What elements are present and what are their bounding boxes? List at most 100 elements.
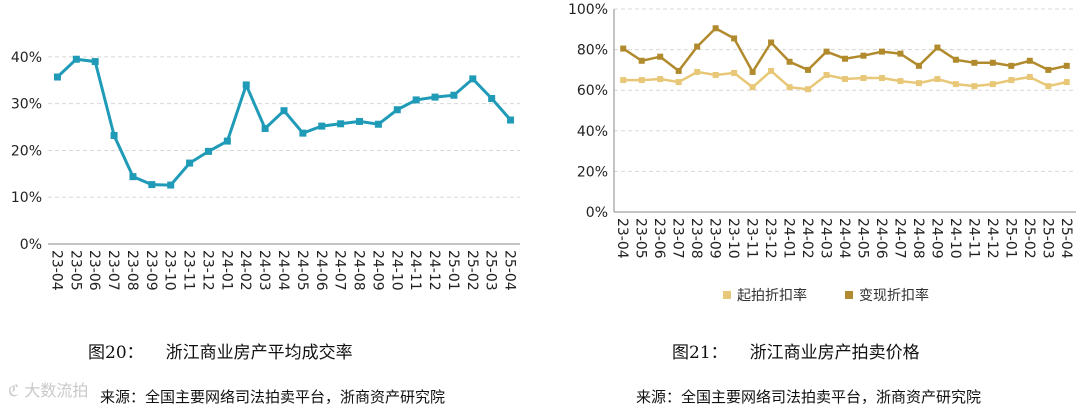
data-point <box>280 107 288 115</box>
x-tick-label: 25-01 <box>445 250 461 291</box>
x-tick-label: 23-12 <box>199 250 215 291</box>
data-point <box>72 55 80 63</box>
data-point <box>620 77 627 84</box>
figure-number: 图21： <box>672 343 728 363</box>
figure-title: 浙江商业房产平均成交率 <box>165 343 353 363</box>
x-tick-label: 24-10 <box>388 250 404 291</box>
x-tick-label: 23-05 <box>67 250 83 291</box>
data-point <box>638 57 645 64</box>
y-tick-label: 30% <box>11 97 42 113</box>
x-tick-label: 24-08 <box>910 218 926 259</box>
y-tick-label: 60% <box>577 83 608 99</box>
x-tick-label: 24-06 <box>313 250 329 291</box>
x-tick-label: 24-04 <box>275 250 291 291</box>
data-point <box>657 53 664 60</box>
data-point <box>823 71 830 78</box>
data-point <box>842 76 848 83</box>
x-tick-label: 24-11 <box>407 250 423 291</box>
right-line-chart: 0%20%40%60%80%100%23-04 23-05 23-06 23-07 23… <box>568 2 1076 304</box>
figure-caption-left: 图20： 浙江商业房产平均成交率 <box>88 338 353 363</box>
data-point <box>299 129 307 137</box>
data-point <box>186 159 194 167</box>
y-tick-label: 20% <box>11 143 42 159</box>
data-point <box>1045 83 1052 90</box>
data-point <box>223 137 231 145</box>
data-point <box>915 62 922 69</box>
x-tick-label: 24-11 <box>965 218 981 259</box>
x-tick-label: 25-02 <box>464 250 480 291</box>
x-tick-label: 23-04 <box>48 250 64 291</box>
y-tick-label: 40% <box>11 50 42 66</box>
figure-number: 图20： <box>88 343 144 363</box>
logo-icon: ℭ <box>8 381 20 400</box>
data-point <box>148 181 156 189</box>
data-point <box>261 124 269 132</box>
x-tick-label: 24-05 <box>294 250 310 291</box>
data-point <box>1063 62 1070 69</box>
data-point <box>450 91 458 99</box>
data-point <box>412 96 420 104</box>
data-point <box>694 68 701 75</box>
figure-title: 浙江商业房产拍卖价格 <box>749 343 920 363</box>
x-tick-label: 23-04 <box>614 218 630 259</box>
data-point <box>934 76 941 83</box>
x-tick-label: 23-06 <box>86 250 102 291</box>
x-tick-label: 25-01 <box>1002 218 1018 259</box>
data-point <box>1045 66 1052 73</box>
data-point <box>675 67 682 74</box>
legend-label: 起拍折扣率 <box>737 287 807 304</box>
data-point <box>507 116 515 124</box>
y-tick-label: 40% <box>577 124 608 140</box>
legend-marker <box>723 291 731 299</box>
data-point <box>786 84 793 91</box>
x-tick-label: 23-08 <box>124 250 140 291</box>
data-point <box>638 77 645 84</box>
data-point <box>393 106 401 114</box>
source-note-right: 来源：全国主要网络司法拍卖平台，浙商资产研究院 <box>636 388 982 406</box>
data-point <box>620 45 627 52</box>
data-point <box>934 44 941 51</box>
data-point <box>356 117 364 125</box>
data-point <box>488 95 496 103</box>
x-tick-label: 24-01 <box>781 218 797 259</box>
data-point <box>110 131 118 139</box>
data-point <box>731 69 738 76</box>
data-point <box>1008 62 1015 69</box>
data-point <box>971 83 978 90</box>
x-tick-label: 23-07 <box>670 218 686 259</box>
x-tick-label: 24-03 <box>256 250 272 291</box>
series-line <box>56 57 512 187</box>
data-point <box>971 59 978 66</box>
x-tick-label: 23-08 <box>688 218 704 259</box>
watermark-logo: ℭ 大数流拍 <box>8 377 88 401</box>
y-tick-label: 0% <box>586 205 608 221</box>
y-tick-label: 100% <box>568 2 608 18</box>
data-point <box>915 80 922 87</box>
data-point <box>167 181 175 189</box>
data-point <box>952 81 959 88</box>
data-point <box>431 93 439 101</box>
x-tick-label: 23-10 <box>725 218 741 259</box>
x-tick-label: 23-12 <box>762 218 778 259</box>
x-tick-label: 24-07 <box>332 250 348 291</box>
x-tick-label: 24-01 <box>218 250 234 291</box>
y-tick-label: 0% <box>20 237 42 253</box>
data-point <box>712 25 719 32</box>
data-point <box>1008 77 1015 84</box>
data-point <box>749 84 756 91</box>
data-point <box>823 48 830 55</box>
y-tick-label: 10% <box>11 190 42 206</box>
data-point <box>731 35 738 42</box>
x-tick-label: 24-02 <box>237 250 253 291</box>
data-point <box>749 68 756 75</box>
x-tick-label: 23-11 <box>744 218 760 259</box>
x-tick-label: 25-04 <box>502 250 518 291</box>
x-tick-label: 24-06 <box>873 218 889 259</box>
x-tick-label: 23-06 <box>651 218 667 259</box>
data-point <box>469 75 477 83</box>
legend-label: 变现折扣率 <box>859 287 929 304</box>
data-point <box>878 75 885 82</box>
data-point <box>204 147 212 155</box>
x-tick-label: 24-09 <box>928 218 944 259</box>
x-tick-label: 24-02 <box>799 218 815 259</box>
